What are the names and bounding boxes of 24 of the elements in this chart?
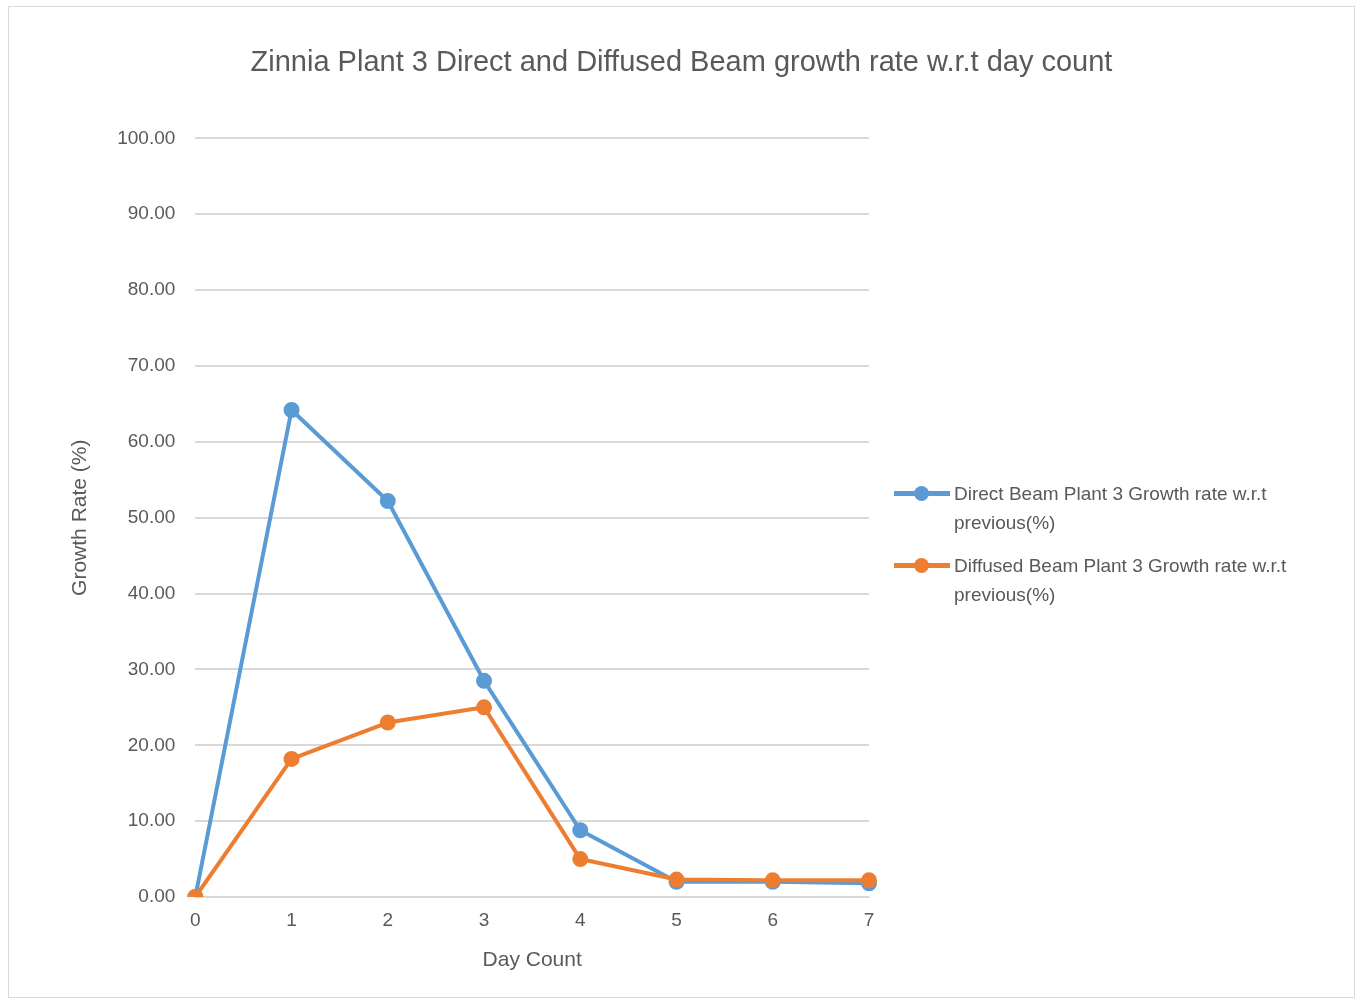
- x-axis-title: Day Count: [482, 947, 582, 971]
- x-tick-label: 7: [863, 908, 875, 930]
- x-tick-label: 5: [671, 908, 682, 930]
- legend-label: Diffused Beam Plant 3 Growth rate w.r.t previous(%): [954, 554, 1288, 607]
- y-tick-label: 10.00: [127, 809, 176, 831]
- legend-label: Direct Beam Plant 3 Growth rate w.r.t previous(%): [954, 482, 1268, 535]
- y-tick-label: 30.00: [127, 657, 176, 679]
- chart-title: Zinnia Plant 3 Direct and Diffused Beam growth rate w.r.t day count: [249, 45, 1114, 78]
- x-tick-label: 2: [382, 908, 394, 930]
- y-tick-label: 20.00: [127, 733, 176, 755]
- x-tick-label: 3: [478, 908, 490, 930]
- y-tick-label: 50.00: [127, 505, 176, 527]
- y-tick-label: 100.00: [117, 126, 176, 148]
- y-tick-label: 0.00: [138, 885, 176, 907]
- x-tick-label: 1: [286, 908, 297, 930]
- y-tick-label: 70.00: [127, 354, 176, 376]
- y-tick-label: 40.00: [127, 581, 176, 603]
- y-tick-label: 90.00: [127, 202, 176, 224]
- y-tick-label: 80.00: [127, 278, 176, 300]
- x-tick-label: 0: [190, 908, 201, 930]
- y-axis-title: Growth Rate (%): [67, 439, 91, 596]
- y-tick-label: 60.00: [127, 430, 176, 452]
- x-tick-label: 4: [574, 908, 586, 930]
- x-tick-label: 6: [767, 908, 779, 930]
